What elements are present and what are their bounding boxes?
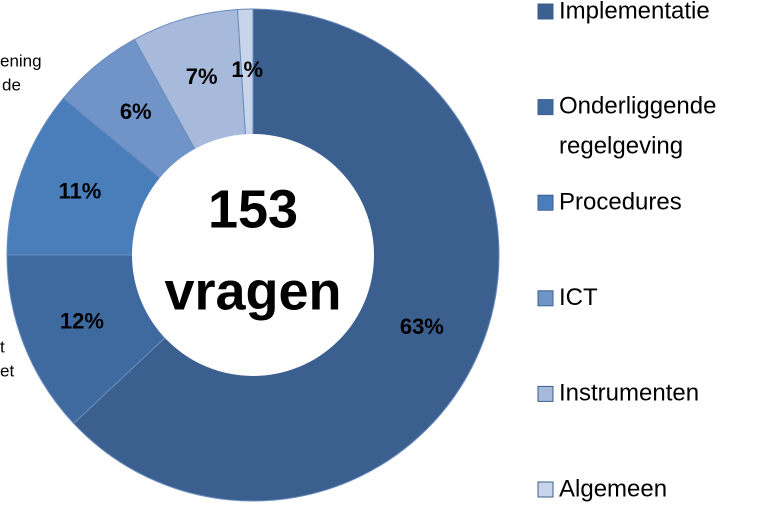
annotation: de [2, 75, 21, 94]
annotation: ening [0, 51, 42, 70]
slice-label: 12% [60, 309, 104, 334]
slice-label: 1% [231, 57, 263, 82]
legend-label: Procedures [559, 189, 682, 216]
slice-label: 6% [120, 99, 152, 124]
legend-swatch [537, 290, 554, 307]
legend-label: Algemeen [559, 475, 667, 502]
annotation: et [0, 361, 14, 380]
legend-swatch [537, 99, 554, 116]
legend-swatch [537, 194, 554, 211]
annotation: t [0, 337, 5, 356]
legend-label: Implementatie [559, 0, 710, 24]
slice-label: 7% [186, 64, 218, 89]
legend-swatch [537, 3, 554, 20]
legend-label: Onderliggende regelgeving [559, 93, 723, 160]
donut-hole [132, 134, 374, 376]
slice-label: 63% [400, 314, 444, 339]
slice-label: 11% [58, 178, 101, 203]
legend-swatch [537, 481, 554, 498]
legend-label: ICT [559, 284, 598, 311]
center-label: vragen [164, 261, 341, 321]
center-number: 153 [208, 179, 298, 239]
legend-label: Instrumenten [559, 380, 699, 407]
legend-swatch [537, 385, 554, 402]
